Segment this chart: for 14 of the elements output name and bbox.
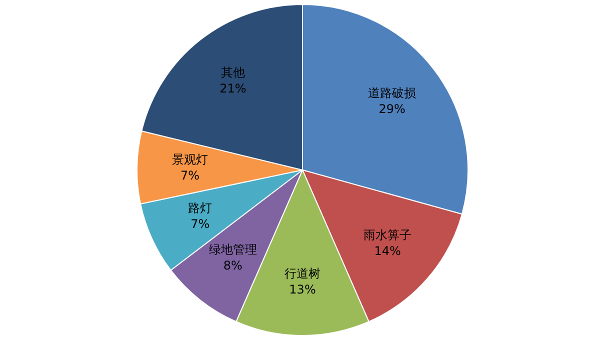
slice-label: 雨水箅子 — [364, 228, 412, 242]
data-label: 7% — [180, 168, 200, 182]
data-label: 29% — [378, 102, 406, 116]
slice-label: 道路破损 — [368, 86, 416, 100]
slice-label: 其他 — [220, 66, 245, 80]
data-label: 8% — [223, 258, 242, 273]
data-label: 21% — [220, 82, 246, 96]
slice-label: 行道树 — [284, 266, 320, 281]
data-label: 7% — [190, 216, 210, 231]
slice-label: 绿地管理 — [208, 242, 257, 257]
slice-label: 景观灯 — [172, 152, 208, 166]
slice-label: 路灯 — [188, 200, 212, 215]
data-label: 14% — [374, 244, 401, 258]
data-label: 13% — [289, 282, 316, 297]
